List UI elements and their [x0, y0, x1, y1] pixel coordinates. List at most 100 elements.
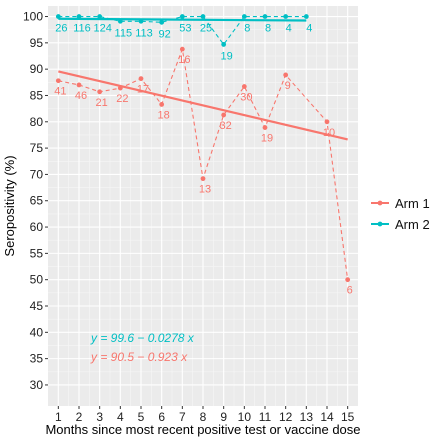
series-points	[55, 14, 351, 283]
data-point-arm-1	[159, 102, 165, 107]
point-label-arm-1: 19	[261, 133, 273, 145]
legend: Arm 1 Arm 2	[371, 196, 430, 232]
data-point-arm-2	[159, 19, 165, 25]
data-point-arm-1	[324, 119, 330, 125]
point-label-arm-1: 16	[178, 54, 190, 66]
point-label-arm-1: 30	[240, 92, 252, 104]
data-point-arm-2	[221, 42, 227, 47]
x-tick-label: 13	[300, 410, 314, 424]
point-label-arm-1: 10	[323, 127, 335, 139]
point-labels: 41 46 21 22 17 18 16 13 32 30 19 9 10 6 26 116 124 115 113…	[54, 23, 353, 297]
x-axis-ticks: 1 2 3 4 5 6 7 8 9 10 11 12 13 14 15	[55, 406, 355, 424]
y-tick-label: 55	[30, 246, 44, 260]
x-tick-label: 15	[341, 410, 355, 424]
x-tick-label: 11	[259, 410, 272, 424]
point-label-arm-2: 124	[93, 23, 111, 35]
fit-line-arm-1	[58, 70, 348, 141]
data-point-arm-2	[138, 18, 144, 24]
x-tick-label: 4	[117, 410, 124, 424]
point-label-arm-2: 92	[159, 28, 171, 40]
series-lines	[58, 15, 349, 280]
y-tick-label: 30	[30, 378, 44, 392]
y-tick-label: 75	[30, 141, 44, 155]
y-tick-label: 60	[30, 220, 44, 234]
data-point-arm-2	[283, 14, 289, 19]
equation-arm-1: y = 90.5 − 0.923 x	[90, 350, 188, 364]
y-tick-label: 45	[30, 299, 44, 313]
point-label-arm-2: 8	[244, 23, 250, 35]
y-tick-label: 70	[30, 167, 44, 181]
point-label-arm-2: 26	[55, 23, 67, 35]
y-tick-label: 40	[30, 325, 44, 339]
data-point-arm-1	[179, 46, 185, 52]
y-tick-label: 80	[30, 115, 44, 129]
point-label-arm-1: 9	[285, 80, 291, 92]
x-tick-label: 8	[200, 410, 207, 424]
point-label-arm-2: 4	[306, 23, 312, 35]
data-point-arm-2	[117, 18, 123, 24]
data-point-arm-1	[221, 112, 227, 118]
data-point-arm-2	[55, 14, 61, 19]
y-tick-label: 90	[30, 62, 44, 76]
x-tick-label: 3	[96, 410, 103, 424]
data-point-arm-1	[138, 76, 144, 82]
fit-lines	[58, 17, 348, 141]
fit-equations: y = 99.6 − 0.0278 x y = 90.5 − 0.923 x	[90, 331, 195, 364]
point-label-arm-1: 21	[96, 97, 108, 109]
data-point-arm-2	[200, 14, 206, 19]
x-tick-label: 2	[76, 410, 83, 424]
data-point-arm-2	[97, 14, 103, 19]
data-point-arm-2	[179, 14, 185, 19]
point-label-arm-1: 46	[75, 90, 87, 102]
series-line-arm-1	[58, 47, 349, 280]
point-label-arm-2: 115	[115, 27, 133, 39]
data-point-arm-1	[97, 89, 103, 95]
data-point-arm-1	[241, 84, 247, 89]
point-label-arm-2: 25	[200, 23, 212, 35]
legend-label-arm-2: Arm 2	[395, 217, 430, 232]
legend-label-arm-1: Arm 1	[395, 196, 430, 211]
data-point-arm-1	[262, 125, 268, 130]
y-tick-label: 85	[30, 88, 44, 102]
legend-swatch-point-arm-1	[377, 200, 383, 206]
data-point-arm-1	[345, 277, 351, 283]
legend-swatch-point-arm-2	[377, 221, 383, 227]
y-tick-label: 100	[23, 10, 43, 24]
equation-arm-2: y = 99.6 − 0.0278 x	[90, 331, 195, 345]
point-label-arm-1: 6	[347, 285, 353, 297]
y-axis-title: Seropositivity (%)	[2, 155, 17, 256]
point-label-arm-1: 32	[220, 120, 232, 132]
data-point-arm-1	[76, 82, 82, 88]
y-tick-label: 35	[30, 352, 44, 366]
point-label-arm-2: 53	[179, 23, 191, 35]
x-tick-label: 9	[220, 410, 227, 424]
x-tick-label: 12	[279, 410, 293, 424]
point-label-arm-2: 8	[265, 23, 271, 35]
x-tick-label: 7	[179, 410, 186, 424]
point-label-arm-2: 116	[73, 23, 91, 35]
data-point-arm-2	[76, 14, 82, 19]
y-tick-label: 95	[30, 36, 44, 50]
x-tick-label: 6	[158, 410, 165, 424]
point-label-arm-1: 22	[116, 93, 128, 105]
data-point-arm-1	[55, 78, 61, 84]
data-point-arm-2	[262, 14, 268, 19]
point-label-arm-1: 13	[199, 184, 211, 196]
data-point-arm-1	[117, 85, 123, 91]
x-tick-label: 14	[320, 410, 334, 424]
point-label-arm-2: 4	[286, 23, 292, 35]
data-point-arm-2	[241, 14, 247, 19]
point-label-arm-2: 113	[135, 27, 153, 39]
x-axis-title: Months since most recent positive test o…	[45, 422, 360, 437]
data-point-arm-1	[283, 72, 289, 78]
point-label-arm-1: 17	[137, 84, 149, 96]
data-point-arm-1	[200, 176, 206, 182]
x-tick-label: 1	[55, 410, 62, 424]
x-tick-label: 5	[138, 410, 145, 424]
data-point-arm-2	[303, 14, 309, 19]
fit-line-arm-2	[58, 17, 307, 22]
y-axis-ticks: 30 35 40 45 50 55 60 65 70 75 80 85 90 95 100	[23, 10, 48, 392]
point-label-arm-1: 41	[54, 86, 66, 98]
